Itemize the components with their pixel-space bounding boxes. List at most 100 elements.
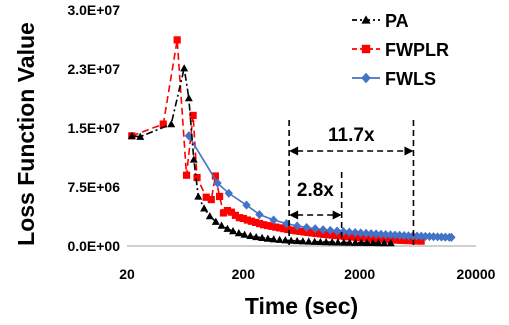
- y-tick-label: 7.5E+06: [67, 179, 120, 195]
- annotation-label: 2.8x: [297, 180, 334, 201]
- data-point: [350, 227, 360, 238]
- data-point: [239, 214, 247, 223]
- data-point: [401, 236, 409, 245]
- data-point: [200, 204, 209, 212]
- data-point: [182, 171, 191, 179]
- data-point: [127, 131, 136, 140]
- legend-label: FWLS: [385, 69, 436, 89]
- data-point: [215, 192, 224, 201]
- data-point: [228, 227, 237, 235]
- data-point: [211, 172, 219, 180]
- data-point: [345, 238, 354, 246]
- data-point: [389, 236, 397, 244]
- data-point: [235, 214, 243, 222]
- data-point: [281, 236, 290, 244]
- data-point: [247, 217, 256, 225]
- data-point: [234, 229, 243, 237]
- data-point: [275, 235, 284, 243]
- data-point: [374, 238, 383, 247]
- data-point: [324, 231, 332, 239]
- data-point: [336, 232, 344, 240]
- data-point: [184, 94, 193, 102]
- data-point: [332, 231, 340, 240]
- data-point: [268, 222, 276, 230]
- data-point: [366, 229, 376, 239]
- arrow-head: [332, 210, 342, 220]
- data-point: [136, 132, 145, 140]
- data-point: [260, 221, 268, 229]
- data-point: [189, 155, 198, 163]
- data-point: [369, 235, 377, 243]
- data-point: [397, 236, 405, 244]
- legend: PA FWPLR FWLS: [352, 11, 449, 89]
- legend-item-fwls: FWLS: [352, 69, 436, 89]
- arrow-head: [289, 146, 299, 156]
- data-point: [255, 209, 264, 220]
- data-point: [332, 226, 342, 236]
- data-point: [308, 229, 316, 237]
- x-tick-label: 200: [232, 266, 256, 282]
- data-point: [316, 230, 324, 238]
- annotation-group: 11.7x 2.8x: [288, 120, 415, 245]
- data-point: [264, 221, 272, 230]
- data-point: [258, 233, 267, 241]
- data-point: [242, 200, 251, 210]
- x-tick-label: 20: [119, 266, 135, 282]
- data-point: [302, 222, 311, 233]
- data-point: [280, 225, 288, 233]
- data-point: [219, 209, 228, 217]
- data-point: [377, 235, 385, 243]
- series-line: [131, 39, 422, 242]
- data-point: [223, 207, 232, 215]
- arrow-head: [404, 146, 414, 156]
- data-point: [256, 219, 264, 228]
- data-point: [385, 236, 393, 244]
- y-axis-title: Loss Function Value: [13, 22, 39, 246]
- data-point: [252, 218, 260, 226]
- data-point: [231, 211, 240, 219]
- x-tick-labels: 20 200 2000 20000: [119, 266, 495, 282]
- legend-marker: [361, 44, 371, 54]
- data-point: [351, 238, 360, 246]
- data-point: [240, 230, 249, 238]
- data-point: [272, 223, 280, 231]
- data-point: [393, 236, 401, 244]
- data-point: [381, 230, 390, 240]
- data-point: [376, 229, 386, 239]
- data-point: [304, 228, 312, 237]
- legend-label: FWPLR: [385, 40, 449, 60]
- data-point: [326, 225, 335, 235]
- legend-marker: [361, 15, 371, 24]
- data-point: [223, 224, 232, 232]
- legend-label: PA: [385, 11, 409, 31]
- series-fwls: [184, 131, 456, 242]
- data-point: [159, 120, 167, 128]
- annotation-11-7x: 11.7x: [288, 120, 415, 245]
- annotation-2-8x: 2.8x: [289, 172, 343, 245]
- data-point: [368, 238, 377, 247]
- y-tick-label: 0.0E+00: [67, 238, 120, 254]
- data-point: [284, 225, 292, 234]
- data-point: [421, 231, 430, 241]
- data-point: [189, 111, 197, 120]
- data-point: [276, 224, 284, 232]
- data-point: [296, 227, 304, 235]
- data-point: [405, 237, 413, 245]
- data-point: [224, 188, 233, 198]
- arrow-head: [289, 210, 299, 220]
- y-tick-label: 3.0E+07: [67, 2, 120, 18]
- data-point: [386, 239, 395, 247]
- data-point: [333, 238, 342, 246]
- data-point: [227, 208, 236, 216]
- x-tick-label: 20000: [457, 266, 496, 282]
- series-group: [127, 36, 456, 247]
- data-point: [361, 228, 371, 238]
- data-point: [243, 216, 252, 224]
- legend-item-pa: PA: [352, 11, 409, 31]
- data-point: [292, 221, 302, 231]
- data-point: [373, 235, 381, 243]
- data-point: [340, 232, 349, 240]
- series-pa: [127, 64, 395, 247]
- data-point: [205, 212, 214, 220]
